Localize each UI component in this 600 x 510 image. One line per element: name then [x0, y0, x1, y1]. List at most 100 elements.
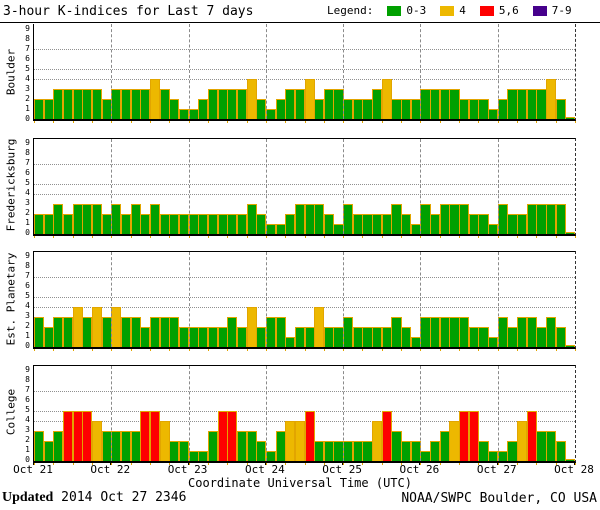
legend-swatch-green: [387, 5, 402, 16]
baseline-tick: [323, 121, 325, 123]
baseline-tick: [401, 121, 403, 123]
baseline-tick: [188, 462, 190, 465]
k-bar: [227, 89, 238, 119]
k-bar: [304, 410, 315, 461]
k-bar: [159, 420, 170, 461]
k-bar: [323, 327, 334, 347]
k-bar: [459, 410, 470, 461]
y-tick-label: 3: [25, 197, 30, 207]
baseline-tick: [517, 235, 519, 238]
baseline-tick: [575, 121, 576, 123]
baseline-tick: [478, 121, 480, 123]
baseline-tick: [439, 235, 441, 238]
y-tick-label: 6: [25, 167, 30, 177]
day-gridline: [497, 24, 499, 119]
k-bar: [536, 89, 547, 119]
baseline-tick: [169, 349, 171, 351]
baseline-tick: [304, 121, 306, 123]
gridline-k7: [34, 163, 575, 165]
y-tick-label: 8: [25, 147, 30, 157]
y-tick-label: 5: [25, 291, 30, 300]
k-bar: [343, 440, 354, 461]
baseline-tick: [459, 235, 461, 238]
baseline-tick: [343, 121, 345, 123]
k-bar: [468, 410, 479, 461]
k-bar: [188, 213, 199, 234]
k-bar: [536, 203, 547, 234]
k-bar: [459, 203, 470, 234]
k-bar: [565, 458, 576, 461]
y-tick-label: 7: [25, 271, 30, 280]
y-tick-label: 8: [25, 261, 30, 270]
x-tick-label: Oct 23: [167, 463, 208, 476]
y-tick-label: 8: [25, 34, 30, 43]
k-bar: [43, 440, 54, 461]
gridline-k7: [34, 49, 575, 50]
baseline-tick: [401, 462, 403, 465]
y-tick-label: 3: [25, 424, 30, 434]
baseline-tick: [517, 349, 519, 351]
k-bar: [140, 213, 151, 234]
k-bar: [565, 345, 576, 347]
k-bar: [169, 99, 180, 119]
k-bar: [546, 79, 557, 119]
k-bar: [507, 213, 518, 234]
k-bar: [207, 213, 219, 234]
k-bar: [217, 213, 228, 234]
k-bar: [178, 327, 190, 347]
y-tick-label: 4: [25, 187, 30, 197]
y-tick-label: 4: [25, 301, 30, 310]
legend-item-7-9: 7-9: [532, 4, 572, 17]
k-bar: [517, 213, 528, 234]
k-bar: [449, 89, 460, 119]
k-bar: [517, 89, 528, 119]
baseline-tick: [149, 462, 151, 465]
k-bar: [526, 203, 537, 234]
k-bar: [53, 430, 64, 461]
baseline-tick: [555, 235, 557, 238]
k-bar: [420, 89, 431, 119]
k-bar: [333, 89, 344, 119]
baseline-tick: [130, 235, 132, 238]
k-bar: [82, 410, 93, 461]
k-bar: [285, 420, 296, 461]
k-bar: [304, 203, 315, 234]
k-bar: [130, 317, 141, 347]
gridline-k5: [34, 69, 575, 70]
baseline-tick: [91, 462, 93, 465]
baseline-tick: [207, 349, 209, 351]
baseline-tick: [149, 121, 151, 123]
x-axis-tick: [187, 461, 189, 465]
legend-item-0-3: 0-3: [387, 4, 426, 17]
baseline-tick: [536, 462, 538, 465]
k-bar: [439, 89, 450, 119]
baseline-tick: [72, 235, 74, 238]
baseline-tick: [246, 121, 248, 123]
k-bar: [478, 440, 489, 461]
day-gridline: [343, 24, 345, 119]
k-bar: [62, 89, 74, 119]
legend-item-label: 5,6: [498, 4, 519, 17]
x-tick-label: Oct 25: [322, 463, 363, 476]
k-bar: [430, 213, 441, 234]
y-tick-label: 9: [25, 251, 30, 260]
k-bar: [275, 99, 286, 119]
k-bar: [381, 327, 392, 347]
baseline-tick: [575, 462, 576, 465]
k-bar: [555, 99, 566, 119]
baseline-tick: [536, 235, 538, 238]
k-bar: [343, 203, 354, 234]
baseline-tick: [91, 235, 93, 238]
baseline-tick: [343, 235, 345, 238]
y-tick-label: 1: [25, 331, 30, 340]
k-bar: [352, 327, 363, 347]
k-bar: [449, 317, 460, 347]
baseline-tick: [265, 349, 267, 351]
day-gridline: [188, 138, 190, 234]
baseline-tick: [34, 462, 35, 465]
k-bar: [314, 203, 325, 234]
baseline-tick: [343, 349, 345, 351]
x-axis-title: Coordinate Universal Time (UTC): [188, 476, 412, 490]
gridline-k4: [34, 193, 575, 195]
baseline-tick: [323, 462, 325, 465]
